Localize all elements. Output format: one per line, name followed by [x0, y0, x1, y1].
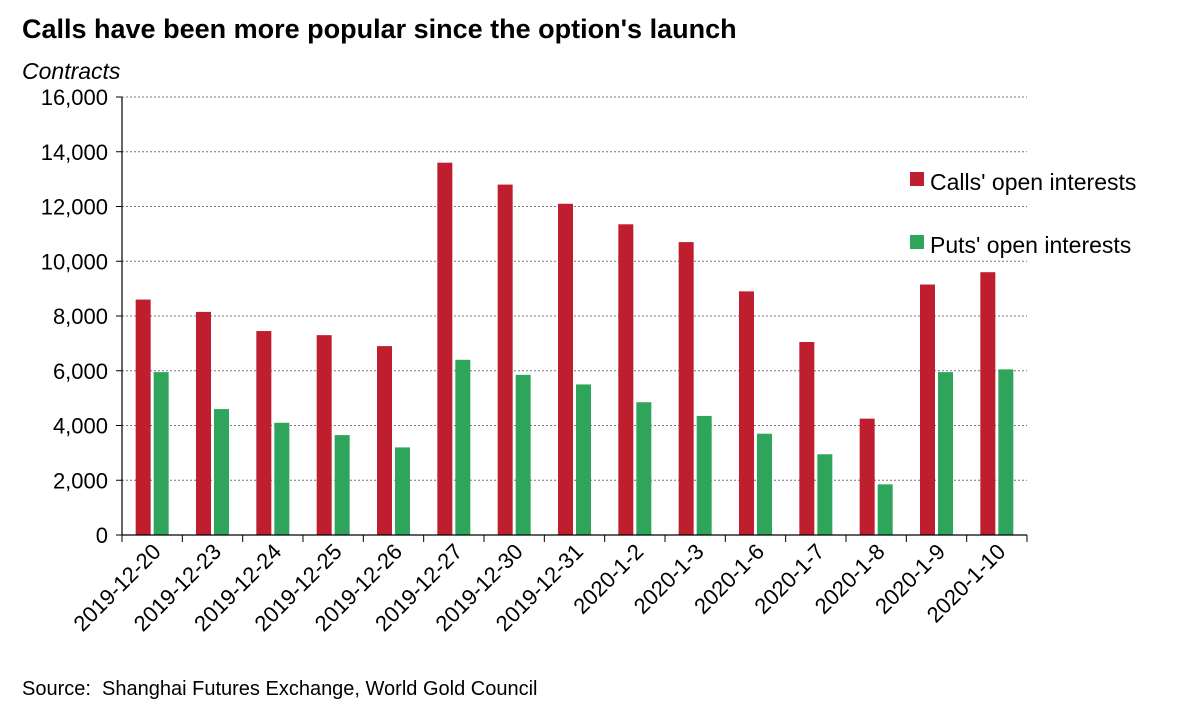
y-tick-label: 14,000 — [41, 140, 108, 165]
bar-calls — [980, 272, 996, 535]
bar-calls — [256, 331, 272, 535]
bars — [135, 162, 1014, 535]
y-axis-ticks: 0 2,000 4,000 6,000 8,000 10,000 12,000 14,000 1… — [41, 85, 122, 548]
bar-puts — [696, 415, 712, 535]
bar-puts — [515, 374, 531, 535]
bar-puts — [455, 359, 471, 535]
bar-calls — [497, 184, 513, 535]
y-tick-label: 8,000 — [53, 304, 108, 329]
chart-title: Calls have been more popular since the o… — [22, 14, 737, 44]
bar-calls — [678, 242, 694, 535]
bar-calls — [377, 346, 392, 535]
bar-calls — [739, 291, 754, 535]
bar-puts — [395, 447, 410, 535]
bar-calls — [859, 418, 875, 535]
legend-label-puts: Puts' open interests — [930, 232, 1131, 258]
y-tick-label: 4,000 — [53, 414, 108, 439]
bar-puts — [576, 384, 591, 535]
bar-calls — [437, 162, 453, 535]
bar-puts — [757, 433, 772, 535]
bar-calls — [135, 299, 151, 535]
axes — [121, 97, 1027, 536]
legend-label-calls: Calls' open interests — [930, 169, 1136, 195]
legend: Calls' open interests Puts' open interest… — [910, 169, 1136, 258]
bar-calls — [618, 224, 634, 535]
bar-calls — [196, 311, 211, 535]
y-axis-label: Contracts — [22, 58, 121, 84]
x-axis-ticks: 2019-12-202019-12-232019-12-242019-12-25… — [68, 535, 1028, 636]
gridlines — [122, 96, 1027, 481]
bar-calls — [920, 284, 935, 535]
source-note: Source: Shanghai Futures Exchange, World… — [22, 678, 538, 700]
bar-puts — [636, 402, 652, 535]
bar-puts — [214, 409, 229, 535]
bar-calls — [799, 342, 815, 535]
y-tick-label: 12,000 — [41, 195, 108, 220]
bar-puts — [274, 422, 290, 535]
bar-calls — [316, 335, 332, 535]
bar-puts — [998, 369, 1014, 535]
y-tick-label: 2,000 — [53, 468, 108, 493]
bar-calls — [558, 203, 573, 535]
bar-puts — [334, 435, 350, 535]
bar-puts — [817, 454, 833, 535]
y-tick-label: 6,000 — [53, 359, 108, 384]
legend-swatch-calls — [910, 172, 924, 186]
bar-puts — [938, 372, 953, 535]
y-tick-label: 0 — [96, 523, 108, 548]
bar-puts — [877, 484, 893, 535]
y-tick-label: 16,000 — [41, 85, 108, 110]
bar-puts — [153, 372, 169, 535]
y-tick-label: 10,000 — [41, 249, 108, 274]
legend-swatch-puts — [910, 235, 924, 249]
